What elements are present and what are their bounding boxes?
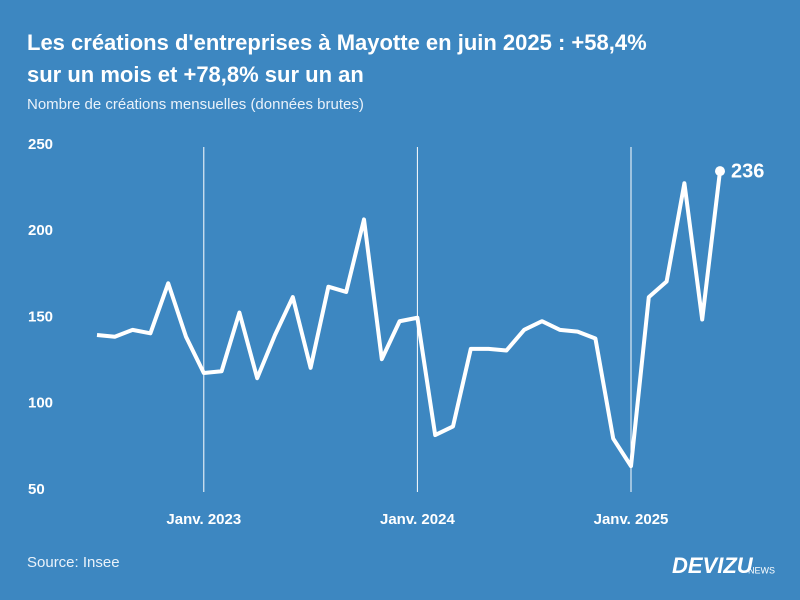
end-point xyxy=(715,166,725,177)
x-tick-label: Janv. 2023 xyxy=(166,511,241,528)
y-tick-label: 150 xyxy=(28,308,53,325)
y-tick-label: 50 xyxy=(28,481,45,498)
logo-suffix: NEWS xyxy=(748,565,775,575)
value-label: 236 xyxy=(731,160,764,182)
y-tick-label: 100 xyxy=(28,395,53,412)
line xyxy=(96,170,722,469)
source: Source: Insee xyxy=(27,554,120,571)
chart-subtitle: Nombre de créations mensuelles (données … xyxy=(27,96,364,113)
chart-title: Les créations d'entreprises à Mayotte en… xyxy=(27,30,647,55)
logo: DEVIZU xyxy=(672,553,754,578)
x-tick-label: Janv. 2025 xyxy=(594,511,669,528)
y-tick-label: 250 xyxy=(28,136,53,153)
x-tick-label: Janv. 2024 xyxy=(380,511,455,528)
chart-title: sur un mois et +78,8% sur un an xyxy=(27,62,364,87)
y-tick-label: 200 xyxy=(28,222,53,239)
